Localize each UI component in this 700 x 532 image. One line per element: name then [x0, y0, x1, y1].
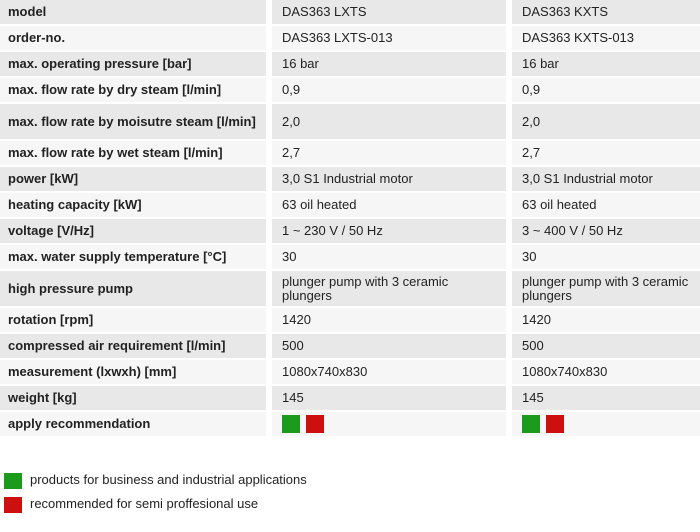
- row-col1: plunger pump with 3 ceramic plungers: [272, 271, 506, 306]
- spec-table: model DAS363 LXTS DAS363 KXTS order-no. …: [0, 0, 700, 436]
- row-col1: DAS363 LXTS-013: [272, 26, 506, 50]
- red-square-icon: [4, 496, 22, 513]
- row-col1: 16 bar: [272, 52, 506, 76]
- row-col2: 16 bar: [512, 52, 700, 76]
- legend-red-text: recommended for semi proffesional use: [30, 496, 259, 511]
- row-col2: 3,0 S1 Industrial motor: [512, 167, 700, 191]
- header-col1: DAS363 LXTS: [272, 0, 506, 24]
- table-row: heating capacity [kW] 63 oil heated 63 o…: [0, 193, 700, 217]
- table-row: power [kW] 3,0 S1 Industrial motor 3,0 S…: [0, 167, 700, 191]
- table-row: max. flow rate by moisutre steam [l/min]…: [0, 104, 700, 139]
- header-row: model DAS363 LXTS DAS363 KXTS: [0, 0, 700, 24]
- table-row: max. operating pressure [bar] 16 bar 16 …: [0, 52, 700, 76]
- row-col2: 2,0: [512, 104, 700, 139]
- red-square-icon: [306, 415, 324, 433]
- table-row: rotation [rpm] 1420 1420: [0, 308, 700, 332]
- row-label: max. operating pressure [bar]: [0, 52, 266, 76]
- row-label: power [kW]: [0, 167, 266, 191]
- row-col1: 1 ~ 230 V / 50 Hz: [272, 219, 506, 243]
- table-row: measurement (lxwxh) [mm] 1080x740x830 10…: [0, 360, 700, 384]
- row-label: high pressure pump: [0, 271, 266, 306]
- row-label: order-no.: [0, 26, 266, 50]
- row-label: measurement (lxwxh) [mm]: [0, 360, 266, 384]
- table-row: max. flow rate by dry steam [l/min] 0,9 …: [0, 78, 700, 102]
- row-col2: 0,9: [512, 78, 700, 102]
- row-col1: 30: [272, 245, 506, 269]
- row-col1: 3,0 S1 Industrial motor: [272, 167, 506, 191]
- legend-item-red: recommended for semi proffesional use: [4, 496, 258, 513]
- table-row: compressed air requirement [l/min] 500 5…: [0, 334, 700, 358]
- recommendation-row: apply recommendation: [0, 412, 700, 436]
- row-col2: 63 oil heated: [512, 193, 700, 217]
- row-col2: plunger pump with 3 ceramic plungers: [512, 271, 700, 306]
- recommendation-col1: [272, 412, 506, 436]
- header-col2: DAS363 KXTS: [512, 0, 700, 24]
- row-label: max. water supply temperature [°C]: [0, 245, 266, 269]
- header-label: model: [0, 0, 266, 24]
- row-label: max. flow rate by wet steam [l/min]: [0, 141, 266, 165]
- row-col1: 0,9: [272, 78, 506, 102]
- row-col2: 1080x740x830: [512, 360, 700, 384]
- recommendation-col2: [512, 412, 700, 436]
- green-square-icon: [4, 472, 22, 489]
- row-col1: 1080x740x830: [272, 360, 506, 384]
- legend-green-text: products for business and industrial app…: [30, 472, 307, 487]
- table-row: max. flow rate by wet steam [l/min] 2,7 …: [0, 141, 700, 165]
- row-col2: 1420: [512, 308, 700, 332]
- row-col2: 2,7: [512, 141, 700, 165]
- row-col1: 2,7: [272, 141, 506, 165]
- recommendation-label: apply recommendation: [0, 412, 266, 436]
- row-label: compressed air requirement [l/min]: [0, 334, 266, 358]
- row-label: rotation [rpm]: [0, 308, 266, 332]
- row-col1: 63 oil heated: [272, 193, 506, 217]
- row-col1: 2,0: [272, 104, 506, 139]
- red-square-icon: [546, 415, 564, 433]
- row-col1: 1420: [272, 308, 506, 332]
- row-col2: DAS363 KXTS-013: [512, 26, 700, 50]
- row-label: heating capacity [kW]: [0, 193, 266, 217]
- row-col2: 500: [512, 334, 700, 358]
- row-label: voltage [V/Hz]: [0, 219, 266, 243]
- table-row: weight [kg] 145 145: [0, 386, 700, 410]
- row-label: weight [kg]: [0, 386, 266, 410]
- row-col2: 3 ~ 400 V / 50 Hz: [512, 219, 700, 243]
- green-square-icon: [522, 415, 540, 433]
- row-col2: 145: [512, 386, 700, 410]
- table-row: max. water supply temperature [°C] 30 30: [0, 245, 700, 269]
- row-label: max. flow rate by dry steam [l/min]: [0, 78, 266, 102]
- row-col1: 145: [272, 386, 506, 410]
- row-col2: 30: [512, 245, 700, 269]
- table-row: order-no. DAS363 LXTS-013 DAS363 KXTS-01…: [0, 26, 700, 50]
- table-row: voltage [V/Hz] 1 ~ 230 V / 50 Hz 3 ~ 400…: [0, 219, 700, 243]
- row-label: max. flow rate by moisutre steam [l/min]: [0, 104, 266, 139]
- table-row: high pressure pump plunger pump with 3 c…: [0, 271, 700, 306]
- green-square-icon: [282, 415, 300, 433]
- legend-item-green: products for business and industrial app…: [4, 472, 307, 489]
- row-col1: 500: [272, 334, 506, 358]
